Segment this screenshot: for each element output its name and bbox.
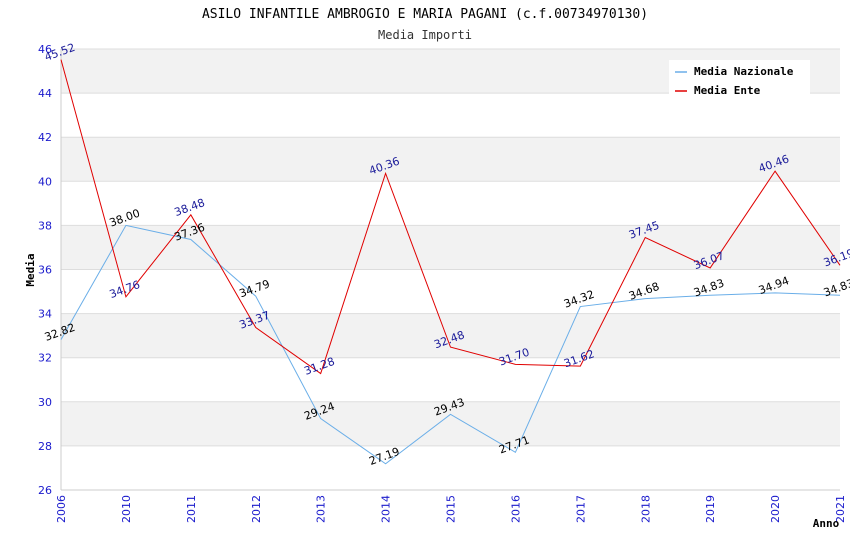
y-tick-label: 30 xyxy=(38,396,52,409)
y-tick-label: 38 xyxy=(38,219,52,232)
series-lines xyxy=(60,59,841,465)
x-tick-label: 2010 xyxy=(120,495,133,523)
legend-label-media-nazionale: Media Nazionale xyxy=(694,65,794,78)
y-tick-label: 36 xyxy=(38,264,52,277)
x-tick-label: 2012 xyxy=(250,495,263,523)
chart-title: ASILO INFANTILE AMBROGIO E MARIA PAGANI … xyxy=(202,7,648,22)
grid-bands xyxy=(61,49,840,490)
grid-band xyxy=(61,357,840,402)
x-tick-label: 2017 xyxy=(574,495,587,523)
x-tick-label: 2020 xyxy=(769,495,782,523)
x-tick-label: 2016 xyxy=(509,495,522,523)
grid-band xyxy=(61,313,840,358)
grid-band xyxy=(61,225,840,270)
chart-subtitle: Media Importi xyxy=(378,28,472,42)
series-line-media-nazionale xyxy=(60,224,841,465)
y-tick-label: 42 xyxy=(38,131,52,144)
x-tick-label: 2011 xyxy=(185,495,198,523)
y-tick-label: 34 xyxy=(38,308,52,321)
y-axis-title: Media xyxy=(24,253,37,286)
x-tick-label: 2014 xyxy=(380,495,393,523)
grid-band xyxy=(61,137,840,182)
x-axis-ticks: 2006 2010 2011 2012 2013 2014 2015 2016 2017 2018… xyxy=(55,495,847,523)
x-tick-label: 2021 xyxy=(834,495,847,523)
y-tick-label: 28 xyxy=(38,440,52,453)
y-tick-label: 44 xyxy=(38,87,52,100)
y-tick-label: 32 xyxy=(38,352,52,365)
y-tick-label: 26 xyxy=(38,484,52,497)
y-tick-label: 40 xyxy=(38,175,52,188)
grid-band xyxy=(61,445,840,490)
legend-box xyxy=(669,60,810,98)
grid-band xyxy=(61,401,840,446)
grid-band xyxy=(61,181,840,226)
grid-lines xyxy=(60,48,840,491)
x-axis-title: Anno xyxy=(813,517,840,530)
legend: Media Nazionale Media Ente xyxy=(669,60,810,98)
legend-label-media-ente: Media Ente xyxy=(694,84,761,97)
x-tick-label: 2015 xyxy=(445,495,458,523)
x-tick-label: 2013 xyxy=(315,495,328,523)
y-axis-ticks: 26 28 30 32 34 36 38 40 42 44 46 xyxy=(38,43,52,497)
y-tick-label: 46 xyxy=(38,43,52,56)
x-tick-label: 2006 xyxy=(55,495,68,523)
grid-band xyxy=(61,269,840,314)
x-tick-label: 2018 xyxy=(639,495,652,523)
grid-band xyxy=(61,93,840,138)
x-tick-label: 2019 xyxy=(704,495,717,523)
series-line-media-ente xyxy=(60,59,841,375)
